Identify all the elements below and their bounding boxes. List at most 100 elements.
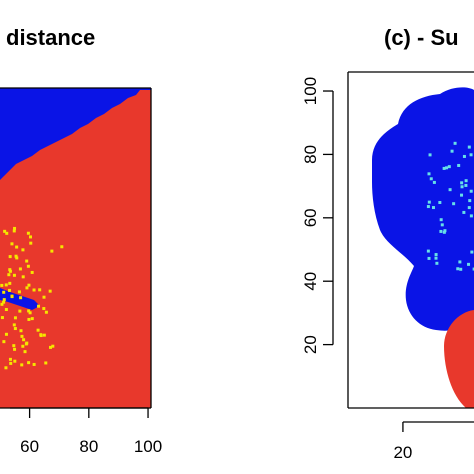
left-point bbox=[7, 273, 11, 277]
left-point bbox=[50, 249, 54, 253]
left-point bbox=[49, 345, 53, 349]
right-point bbox=[442, 230, 446, 234]
left-point bbox=[18, 309, 22, 313]
left-x-axis: 60 80 100 bbox=[10, 407, 162, 456]
left-point bbox=[51, 344, 55, 348]
left-point bbox=[44, 310, 48, 314]
left-point bbox=[23, 350, 27, 354]
left-point bbox=[21, 344, 25, 348]
left-point bbox=[15, 256, 19, 260]
right-region-blue bbox=[372, 87, 474, 331]
right-region-red bbox=[444, 310, 474, 408]
left-point bbox=[13, 327, 17, 331]
right-point bbox=[469, 153, 473, 157]
right-point bbox=[469, 189, 473, 193]
left-point bbox=[27, 317, 31, 321]
left-point bbox=[38, 288, 42, 292]
left-point bbox=[19, 296, 23, 300]
right-point bbox=[426, 249, 430, 253]
right-point bbox=[472, 267, 474, 271]
left-point bbox=[17, 290, 21, 294]
left-title: distance bbox=[6, 25, 95, 50]
left-point bbox=[29, 235, 33, 239]
left-point bbox=[60, 245, 64, 249]
left-point bbox=[36, 328, 40, 332]
left-point bbox=[28, 311, 32, 315]
left-point bbox=[13, 347, 17, 351]
right-point bbox=[460, 185, 464, 189]
left-x-tick-label: 100 bbox=[134, 437, 162, 456]
left-point bbox=[13, 316, 17, 320]
left-point bbox=[26, 231, 30, 235]
left-plot-area bbox=[0, 88, 151, 408]
left-point bbox=[10, 294, 14, 298]
left-point bbox=[37, 304, 41, 308]
right-point bbox=[428, 153, 432, 157]
left-point bbox=[0, 302, 4, 306]
left-point bbox=[42, 307, 46, 311]
left-point bbox=[30, 317, 34, 321]
right-point bbox=[447, 165, 451, 169]
right-point bbox=[429, 177, 433, 181]
right-point bbox=[442, 166, 446, 170]
left-point bbox=[2, 300, 6, 304]
left-point bbox=[24, 342, 28, 346]
left-point bbox=[20, 363, 24, 367]
left-point bbox=[42, 333, 46, 337]
right-point bbox=[435, 261, 439, 265]
left-point bbox=[30, 270, 34, 274]
left-point bbox=[20, 334, 24, 338]
right-point bbox=[453, 141, 457, 145]
right-point bbox=[462, 154, 466, 158]
left-point bbox=[12, 273, 16, 277]
right-point bbox=[450, 149, 454, 153]
left-point bbox=[12, 344, 16, 348]
left-point bbox=[9, 361, 13, 365]
left-point bbox=[4, 366, 8, 370]
left-point bbox=[8, 268, 12, 272]
left-point bbox=[29, 241, 33, 245]
left-point bbox=[2, 298, 6, 302]
left-point bbox=[8, 269, 12, 273]
right-point bbox=[467, 145, 471, 149]
left-point bbox=[25, 259, 29, 263]
right-point bbox=[467, 206, 471, 210]
right-y-tick-label: 40 bbox=[301, 272, 320, 291]
left-point bbox=[44, 361, 48, 365]
right-point bbox=[431, 206, 435, 210]
left-point bbox=[26, 264, 30, 268]
left-point bbox=[14, 254, 18, 258]
left-point bbox=[10, 242, 14, 246]
right-panel: (c) - Su 20 40 60 80 100 20 bbox=[301, 25, 474, 462]
left-panel: distance 60 80 100 bbox=[0, 25, 162, 456]
left-point bbox=[48, 289, 52, 293]
right-point bbox=[464, 183, 468, 187]
right-y-tick-label: 100 bbox=[301, 77, 320, 105]
right-y-axis: 20 40 60 80 100 bbox=[301, 77, 334, 354]
left-point bbox=[21, 248, 25, 252]
right-point bbox=[452, 202, 456, 206]
left-point bbox=[22, 338, 26, 342]
right-point bbox=[427, 172, 431, 176]
right-title: (c) - Su bbox=[384, 25, 459, 50]
left-point bbox=[13, 226, 17, 230]
left-point bbox=[27, 283, 31, 287]
left-x-tick-label: 80 bbox=[79, 437, 98, 456]
right-point bbox=[469, 214, 473, 218]
right-point bbox=[467, 262, 471, 266]
right-x-tick-label: 20 bbox=[393, 443, 412, 462]
right-plot-area bbox=[372, 87, 474, 408]
right-y-tick-label: 80 bbox=[301, 145, 320, 164]
left-point bbox=[4, 332, 8, 336]
left-point bbox=[13, 359, 17, 363]
right-point bbox=[456, 267, 460, 271]
left-point bbox=[4, 283, 8, 287]
right-point bbox=[427, 256, 431, 260]
right-y-tick-label: 20 bbox=[301, 335, 320, 354]
right-point bbox=[439, 229, 443, 233]
left-point bbox=[18, 267, 22, 271]
left-point bbox=[3, 229, 7, 233]
left-point bbox=[39, 334, 43, 338]
right-point bbox=[426, 205, 430, 209]
right-point bbox=[460, 181, 464, 185]
